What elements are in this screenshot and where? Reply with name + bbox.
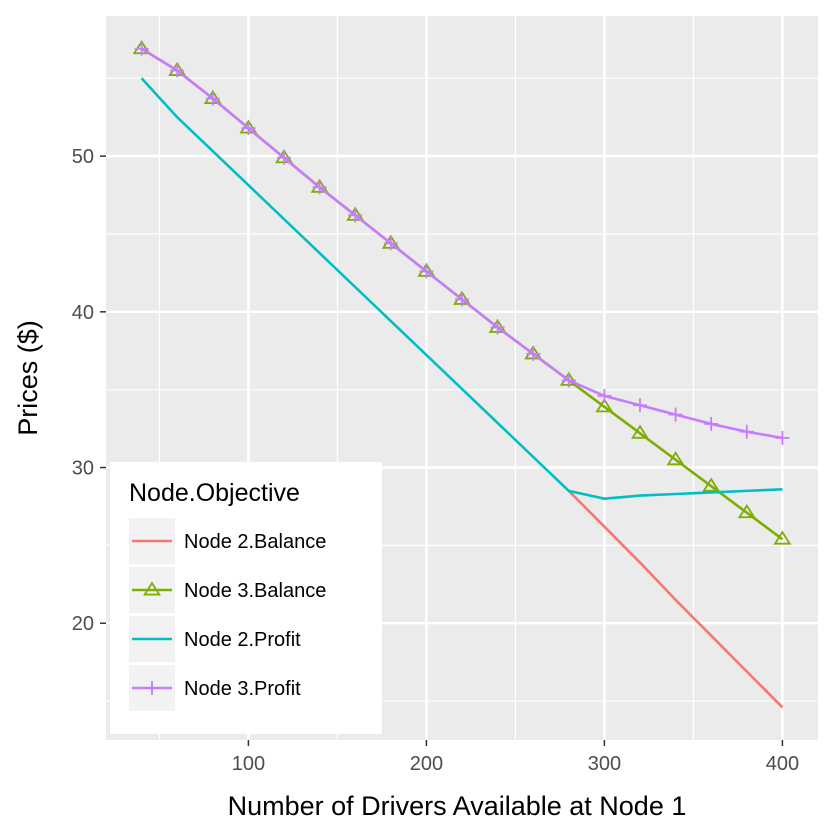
data-point-node-3-profit — [205, 91, 220, 106]
data-point-node-3-profit — [739, 424, 754, 439]
data-point-node-3-profit — [633, 398, 647, 413]
x-axis-title: Number of Drivers Available at Node 1 — [228, 791, 687, 821]
legend-label: Node 2.Balance — [184, 531, 326, 553]
legend-label: Node 3.Profit — [184, 678, 301, 700]
x-tick-label: 300 — [588, 753, 621, 775]
data-point-node-3-balance — [702, 477, 721, 492]
data-point-node-3-profit — [775, 430, 790, 445]
legend-key-marker — [145, 681, 159, 695]
y-axis-title: Prices ($) — [13, 320, 43, 436]
x-tick-label: 100 — [232, 753, 265, 775]
data-point-node-3-balance — [666, 451, 685, 466]
data-point-node-3-profit — [526, 346, 541, 361]
series-line-node-2-profit — [140, 77, 783, 500]
y-axis: 20 30 40 50 — [72, 146, 106, 635]
data-point-node-3-profit — [277, 150, 291, 165]
legend: Node.Objective Node 2.Balance Node 3.Bala… — [110, 462, 382, 734]
series-line-node-2-balance — [567, 489, 784, 709]
data-point-node-3-profit — [383, 236, 398, 251]
data-point-node-3-balance — [773, 530, 792, 545]
x-tick-label: 400 — [766, 753, 799, 775]
legend-label: Node 2.Profit — [184, 629, 301, 651]
series-node-3-profit — [134, 41, 790, 445]
legend-entry-node-3-balance: Node 3.Balance — [129, 567, 326, 613]
data-point-node-3-balance — [737, 504, 756, 519]
data-point-node-3-profit — [704, 416, 719, 431]
data-point-node-3-profit — [668, 407, 683, 422]
data-point-node-3-profit — [241, 121, 256, 136]
data-point-node-3-profit — [170, 63, 185, 78]
data-point-node-3-profit — [490, 320, 505, 335]
y-tick-label: 50 — [72, 146, 94, 168]
legend-entry-node-2-profit: Node 2.Profit — [129, 616, 301, 662]
data-point-node-3-profit — [419, 264, 434, 279]
y-tick-label: 40 — [72, 302, 94, 324]
x-axis: 100 200 300 400 — [232, 740, 799, 775]
series-node-2-profit — [140, 77, 783, 500]
y-tick-label: 30 — [72, 458, 94, 480]
series-node-2-balance — [567, 489, 784, 709]
data-point-node-3-profit — [455, 292, 469, 307]
legend-entry-node-2-balance: Node 2.Balance — [129, 518, 326, 564]
legend-label: Node 3.Balance — [184, 580, 326, 602]
series-layer — [132, 40, 792, 709]
y-tick-label: 20 — [72, 613, 94, 635]
data-point-node-3-profit — [561, 373, 576, 388]
legend-key-marker — [143, 581, 161, 596]
data-point-node-3-profit — [597, 388, 612, 403]
data-point-node-3-balance — [595, 398, 614, 413]
data-point-node-3-profit — [348, 208, 363, 223]
x-tick-label: 200 — [410, 753, 443, 775]
minor-gridlines — [106, 16, 818, 740]
data-point-node-3-profit — [134, 41, 149, 56]
data-point-node-3-balance — [631, 424, 649, 439]
legend-title: Node.Objective — [129, 479, 300, 507]
legend-keys: Node 2.Balance Node 3.Balance Node 2.Profi… — [129, 518, 326, 711]
legend-entry-node-3-profit: Node 3.Profit — [129, 665, 301, 711]
data-point-node-3-profit — [312, 180, 327, 195]
